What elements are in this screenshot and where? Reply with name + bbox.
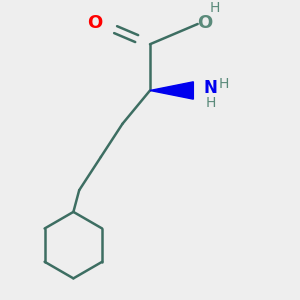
Text: H: H — [210, 1, 220, 15]
Text: O: O — [197, 14, 212, 32]
Text: N: N — [204, 79, 218, 97]
Text: H: H — [206, 97, 216, 110]
Text: H: H — [218, 77, 229, 91]
Text: O: O — [88, 14, 103, 32]
Polygon shape — [150, 82, 194, 99]
